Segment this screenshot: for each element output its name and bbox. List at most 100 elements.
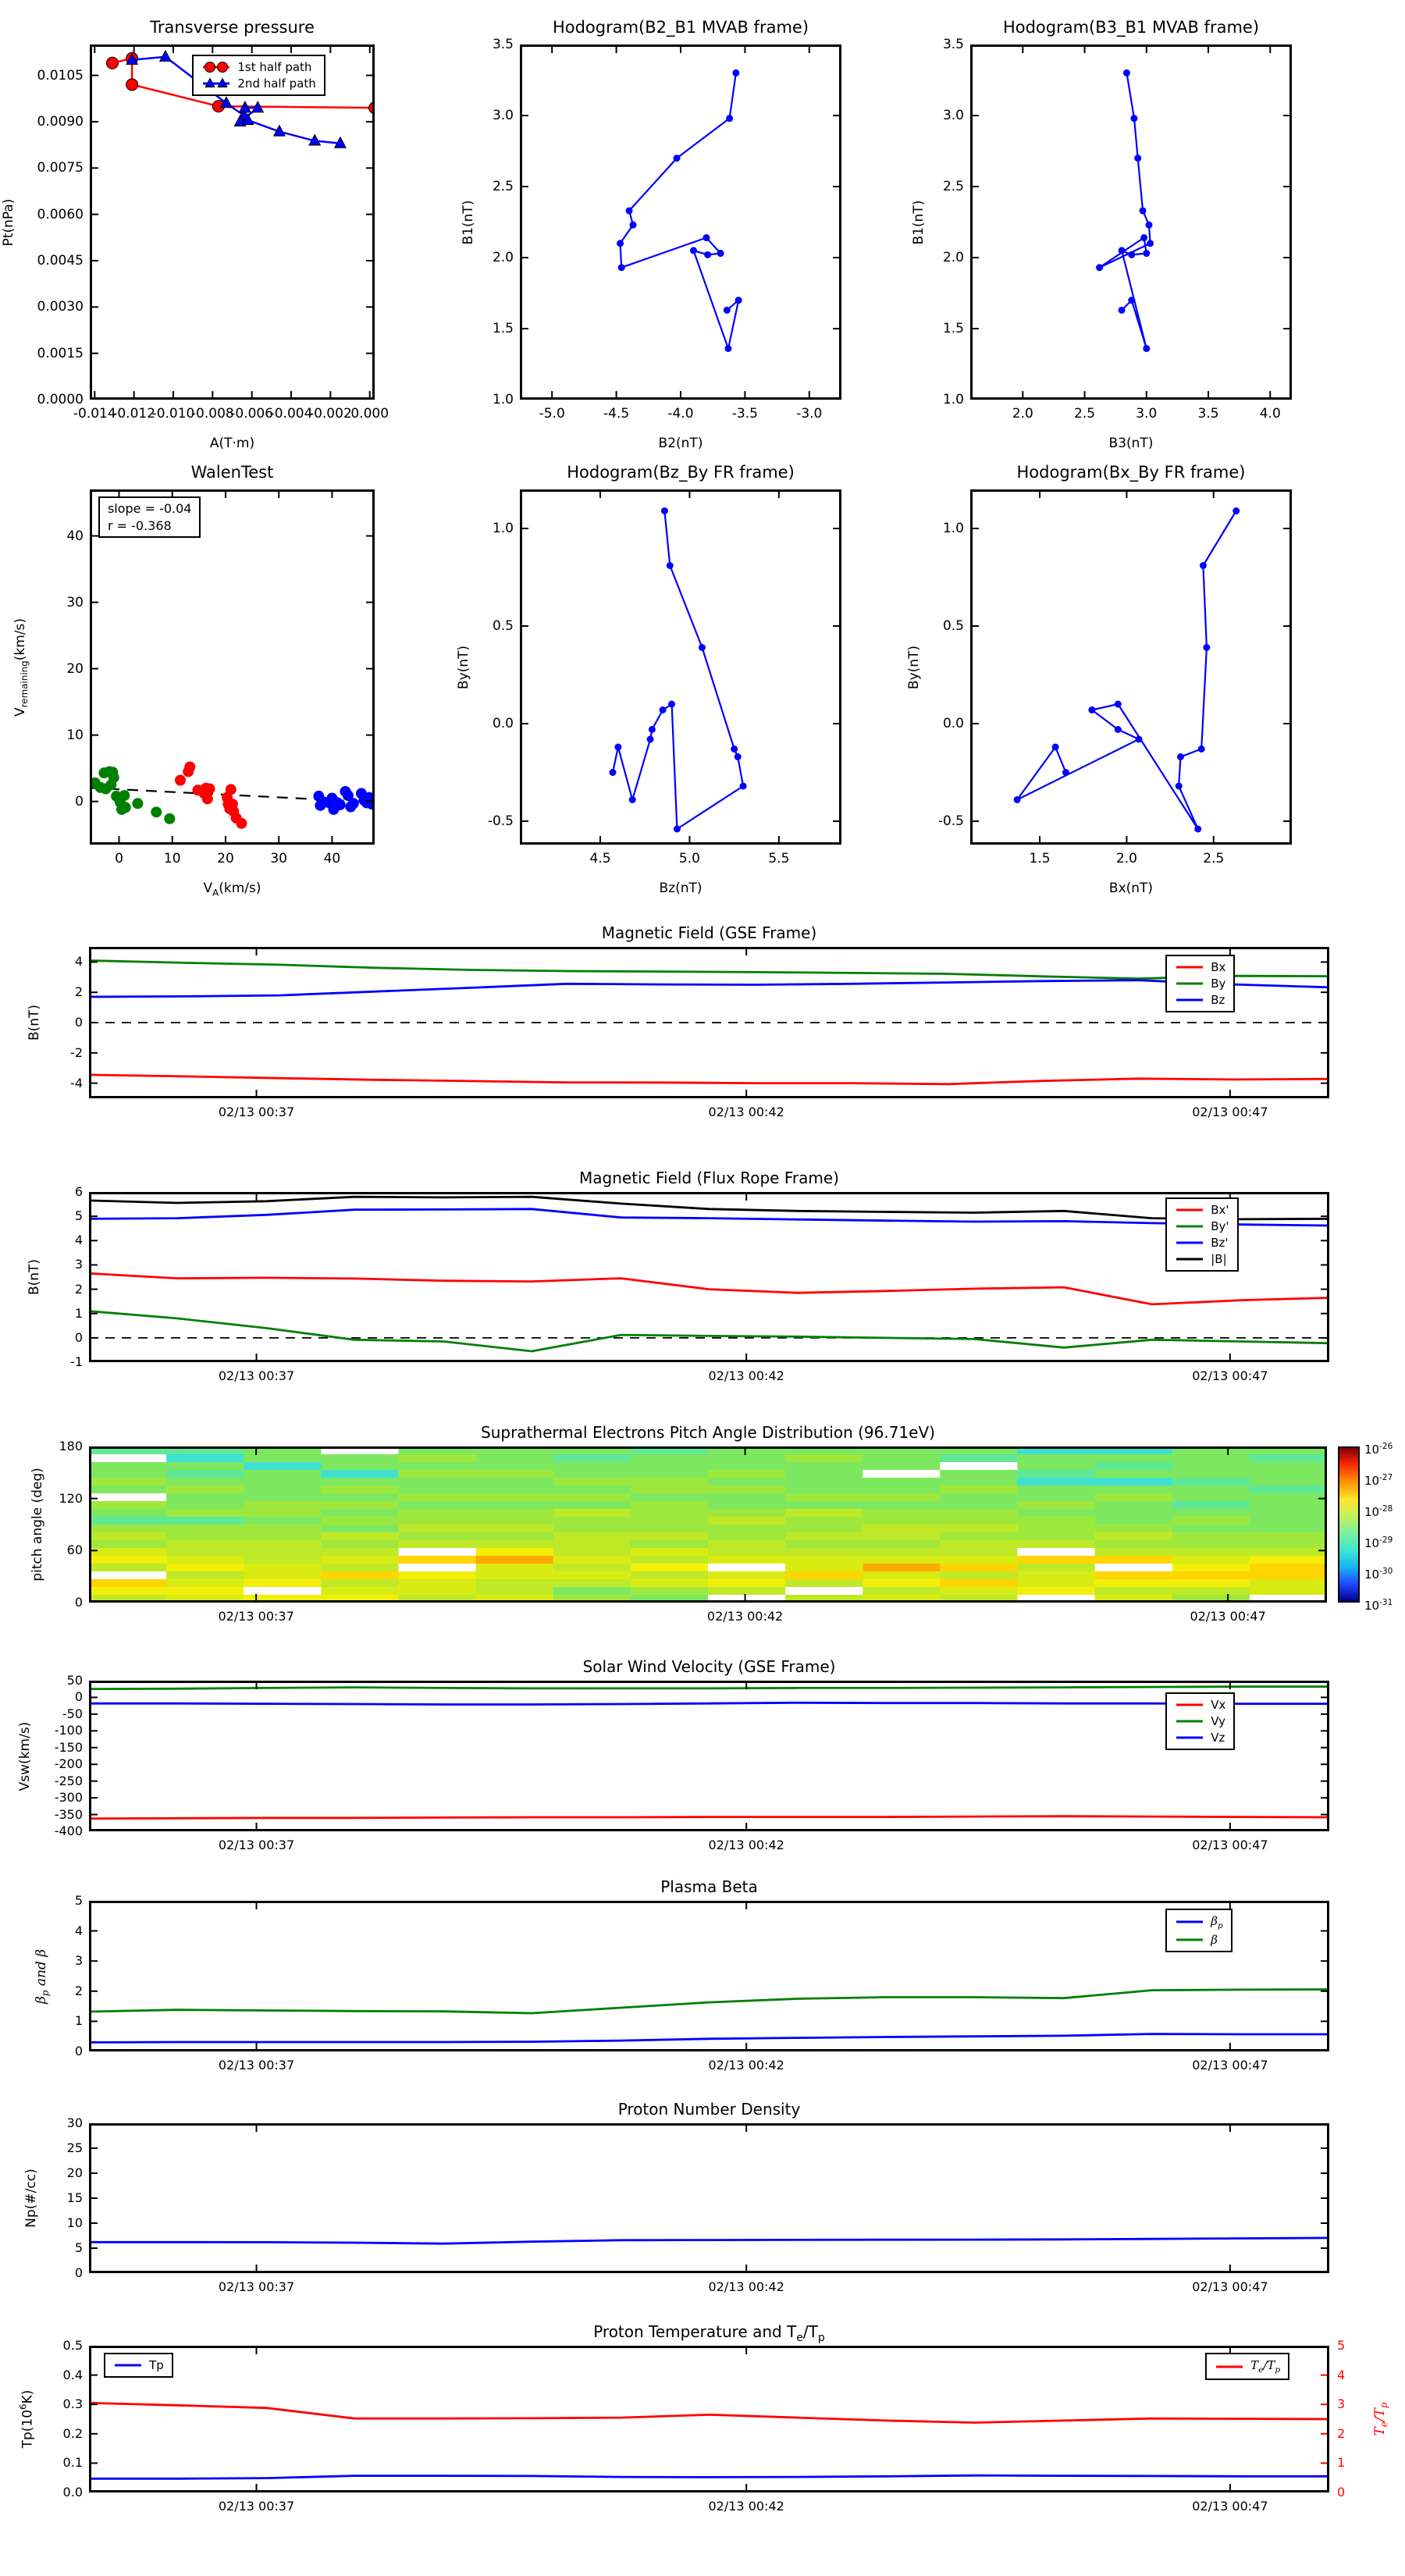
- panel-title: Transverse pressure: [150, 18, 315, 37]
- plot-area-pt: [90, 44, 375, 400]
- y-tick-label: 0.0000: [37, 392, 84, 407]
- y-tick-label: 1.0: [942, 392, 964, 407]
- y-tick-label: 0.4: [62, 2367, 83, 2382]
- legend: Bx' By' Bz' |B|: [1165, 1197, 1239, 1272]
- x-tick-label: 02/13 00:47: [1192, 1105, 1268, 1119]
- legend-label: Bz: [1211, 992, 1225, 1007]
- y-tick-label: 2.5: [492, 179, 514, 194]
- y-tick-label: 0.0030: [37, 299, 84, 315]
- y-axis-label: Tp(106K): [17, 2389, 36, 2449]
- x-tick-label: -0.004: [269, 406, 313, 422]
- legend-item: Te/Tp: [1215, 2358, 1280, 2375]
- x-tick-label: -0.010: [151, 406, 195, 422]
- x-tick-label: 2.5: [1203, 851, 1225, 866]
- x-tick-label: -4.5: [603, 406, 630, 422]
- x-tick-label: 4.5: [589, 851, 611, 866]
- legend-label: Bx': [1211, 1202, 1229, 1217]
- x-tick-label: 2.0: [1012, 406, 1033, 422]
- x-tick-label: 02/13 00:37: [218, 1105, 295, 1119]
- y2-tick-label: 1: [1337, 2455, 1346, 2471]
- x-tick-label: 1.5: [1029, 851, 1051, 866]
- y-tick-label: -1: [70, 1354, 83, 1369]
- x-axis-label: Bz(nT): [659, 881, 702, 896]
- y-tick-label: 50: [66, 1673, 83, 1688]
- panel-title: Hodogram(B2_B1 MVAB frame): [552, 18, 809, 37]
- y-tick-label: 2: [74, 984, 83, 1000]
- y-tick-label: 30: [66, 594, 84, 610]
- y-tick-label: 0.2: [62, 2425, 83, 2441]
- legend-item: |B|: [1175, 1252, 1229, 1266]
- panel-title: Hodogram(Bz_By FR frame): [567, 463, 795, 482]
- y-tick-label: -250: [54, 1773, 83, 1788]
- y-tick-label: 2: [74, 1281, 83, 1297]
- legend-item: By: [1175, 977, 1225, 991]
- plot-area-np: [89, 2123, 1329, 2273]
- y-tick-label: -0.5: [937, 813, 964, 829]
- colorbar-tick-label: 10-30: [1364, 1567, 1393, 1582]
- legend-label: Vz: [1211, 1731, 1225, 1745]
- legend-item: 2nd half path: [201, 76, 316, 91]
- y-tick-label: 2.0: [492, 250, 514, 265]
- x-tick-label: 2.0: [1115, 851, 1137, 866]
- plot-area-gse: [89, 947, 1329, 1098]
- y-tick-label: 0.0105: [37, 67, 84, 84]
- y-tick-label: 1.0: [492, 392, 514, 407]
- y-tick-label: -2: [70, 1044, 83, 1060]
- y-tick-label: 10: [66, 2215, 83, 2230]
- annotation-box: slope = -0.04 r = -0.368: [98, 496, 201, 539]
- panel-title: WalenTest: [190, 463, 274, 482]
- y-tick-label: 25: [66, 2140, 83, 2155]
- y-tick-label: 0.0045: [37, 252, 84, 269]
- y2-tick-label: 2: [1337, 2425, 1346, 2441]
- y-tick-label: 0: [74, 2265, 83, 2280]
- x-tick-label: 02/13 00:42: [708, 2279, 784, 2294]
- y-tick-label: 1.5: [492, 321, 514, 336]
- y-tick-label: 0.0015: [37, 345, 84, 361]
- legend-item: βp: [1175, 1914, 1223, 1930]
- y-tick-label: 3.5: [942, 37, 964, 52]
- x-tick-label: 10: [163, 851, 181, 866]
- y-tick-label: 0.3: [62, 2396, 83, 2412]
- y-tick-label: -50: [62, 1706, 83, 1721]
- legend-item: β: [1175, 1933, 1222, 1947]
- legend: Te/Tp: [1205, 2353, 1290, 2381]
- y-tick-label: 4: [74, 1233, 83, 1248]
- y-tick-label: 120: [59, 1490, 83, 1506]
- x-tick-label: 02/13 00:47: [1192, 2499, 1268, 2514]
- x-tick-label: 02/13 00:47: [1192, 1368, 1268, 1383]
- colorbar-tick-label: 10-31: [1364, 1598, 1393, 1613]
- y-tick-label: 4: [74, 1923, 83, 1938]
- y-tick-label: 3.5: [492, 37, 514, 52]
- y-tick-label: 1: [74, 2013, 83, 2029]
- x-tick-label: 40: [323, 851, 341, 866]
- x-axis-label: B3(nT): [1108, 436, 1154, 451]
- plot-area-hod2: [970, 44, 1292, 400]
- x-tick-label: 02/13 00:37: [218, 1609, 294, 1624]
- x-tick-label: 2.5: [1074, 406, 1096, 422]
- x-tick-label: -0.012: [112, 406, 156, 422]
- plot-area-walen: [90, 489, 375, 845]
- legend: 1st half path 2nd half path: [192, 54, 325, 96]
- x-tick-label: -3.5: [731, 406, 758, 422]
- x-tick-label: 20: [217, 851, 234, 866]
- y-tick-label: 0.5: [492, 618, 514, 634]
- y-tick-label: 3: [74, 1257, 83, 1272]
- x-tick-label: 02/13 00:42: [708, 1105, 784, 1119]
- y-tick-label: 0.0: [942, 716, 964, 731]
- legend-label: |B|: [1211, 1251, 1227, 1266]
- legend: Bx By Bz: [1165, 954, 1236, 1012]
- x-tick-label: -0.002: [308, 406, 352, 422]
- x-tick-label: -0.008: [190, 406, 234, 422]
- panel-title: Magnetic Field (GSE Frame): [601, 923, 817, 942]
- y-tick-label: -350: [54, 1806, 83, 1822]
- y-tick-label: 0: [74, 1329, 83, 1345]
- y-tick-label: 30: [66, 2115, 83, 2130]
- y2-axis-label: Te/Tp: [1371, 2402, 1390, 2436]
